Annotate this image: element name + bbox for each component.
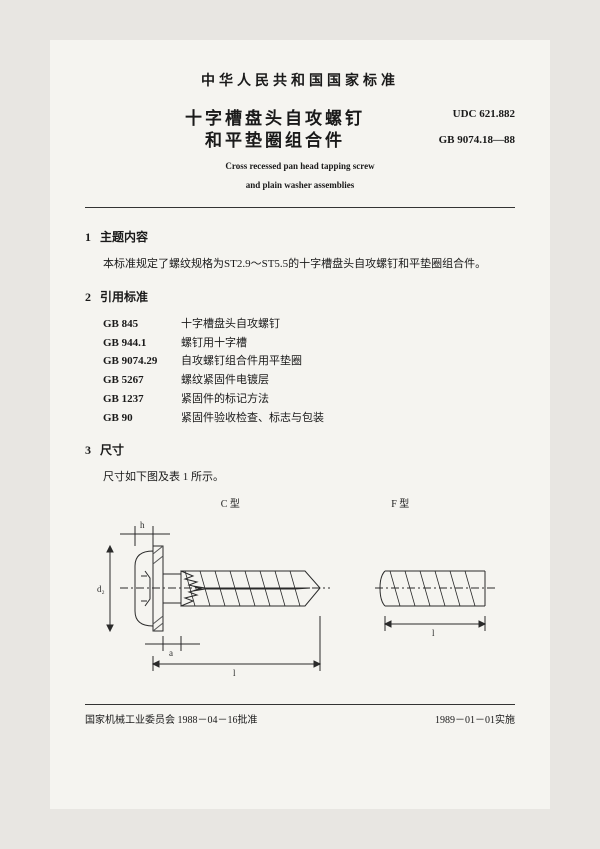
ref-item: GB 944.1螺钉用十字槽 [85,334,515,353]
implementation-text: 1989－01－01实施 [435,711,515,726]
footer: 国家机械工业委员会 1988－04－16批准 1989－01－01实施 [85,711,515,726]
section-1-body: 本标准规定了螺纹规格为ST2.9～ST5.5的十字槽盘头自攻螺钉和平垫圈组合件。 [85,255,515,274]
ref-desc: 紧固件的标记方法 [181,390,269,409]
section-1-num: 1 [85,230,91,244]
dim-d2: d₂ [97,584,105,594]
gb-code: GB 9074.18—88 [405,134,515,146]
header-row: 十字槽盘头自攻螺钉 和平垫圈组合件 UDC 621.882 GB 9074.18… [85,108,515,152]
title-en-line2: and plain washer assemblies [85,179,515,192]
ref-code: GB 1237 [103,390,181,409]
fig-label-c: C 型 [221,495,240,510]
dim-h: h [140,520,145,530]
section-2: 2 引用标准 GB 845十字槽盘头自攻螺钉 GB 944.1螺钉用十字槽 GB… [85,288,515,427]
technical-diagram: h [85,516,515,686]
ref-code: GB 944.1 [103,334,181,353]
ref-desc: 紧固件验收检查、标志与包装 [181,409,324,428]
dim-l: l [233,668,236,678]
ref-code: GB 5267 [103,371,181,390]
ref-item: GB 9074.29自攻螺钉组合件用平垫圈 [85,352,515,371]
section-3-body: 尺寸如下图及表 1 所示。 [85,468,515,487]
ref-desc: 十字槽盘头自攻螺钉 [181,315,280,334]
screw-diagram-svg: h [85,516,515,686]
section-3-title: 3 尺寸 [85,441,515,458]
ref-desc: 螺钉用十字槽 [181,334,247,353]
ref-item: GB 5267螺纹紧固件电镀层 [85,371,515,390]
issuing-org: 中华人民共和国国家标准 [85,70,515,90]
footer-rule [85,704,515,705]
fig-label-f: F 型 [391,495,409,510]
title-cn-line1: 十字槽盘头自攻螺钉 [145,108,405,130]
ref-desc: 螺纹紧固件电镀层 [181,371,269,390]
title-block: 十字槽盘头自攻螺钉 和平垫圈组合件 [85,108,405,152]
section-1-title: 1 主题内容 [85,228,515,245]
section-3-heading: 尺寸 [100,443,124,457]
section-3-num: 3 [85,443,91,457]
ref-item: GB 845十字槽盘头自攻螺钉 [85,315,515,334]
figure-labels: C 型 F 型 [85,495,515,510]
ref-code: GB 845 [103,315,181,334]
standard-codes: UDC 621.882 GB 9074.18—88 [405,108,515,146]
section-1-heading: 主题内容 [100,230,148,244]
dim-a: a [169,648,173,658]
section-2-num: 2 [85,290,91,304]
section-1: 1 主题内容 本标准规定了螺纹规格为ST2.9～ST5.5的十字槽盘头自攻螺钉和… [85,228,515,274]
section-2-heading: 引用标准 [100,290,148,304]
ref-code: GB 9074.29 [103,352,181,371]
title-en-line1: Cross recessed pan head tapping screw [85,160,515,173]
ref-item: GB 1237紧固件的标记方法 [85,390,515,409]
section-3: 3 尺寸 尺寸如下图及表 1 所示。 C 型 F 型 h [85,441,515,686]
document-page: 中华人民共和国国家标准 十字槽盘头自攻螺钉 和平垫圈组合件 UDC 621.88… [50,40,550,809]
ref-desc: 自攻螺钉组合件用平垫圈 [181,352,302,371]
section-2-title: 2 引用标准 [85,288,515,305]
approval-text: 国家机械工业委员会 1988－04－16批准 [85,711,258,726]
ref-item: GB 90紧固件验收检查、标志与包装 [85,409,515,428]
dim-l2: l [432,628,435,638]
title-cn-line2: 和平垫圈组合件 [145,130,405,152]
udc-code: UDC 621.882 [405,108,515,120]
header-rule [85,207,515,208]
ref-code: GB 90 [103,409,181,428]
